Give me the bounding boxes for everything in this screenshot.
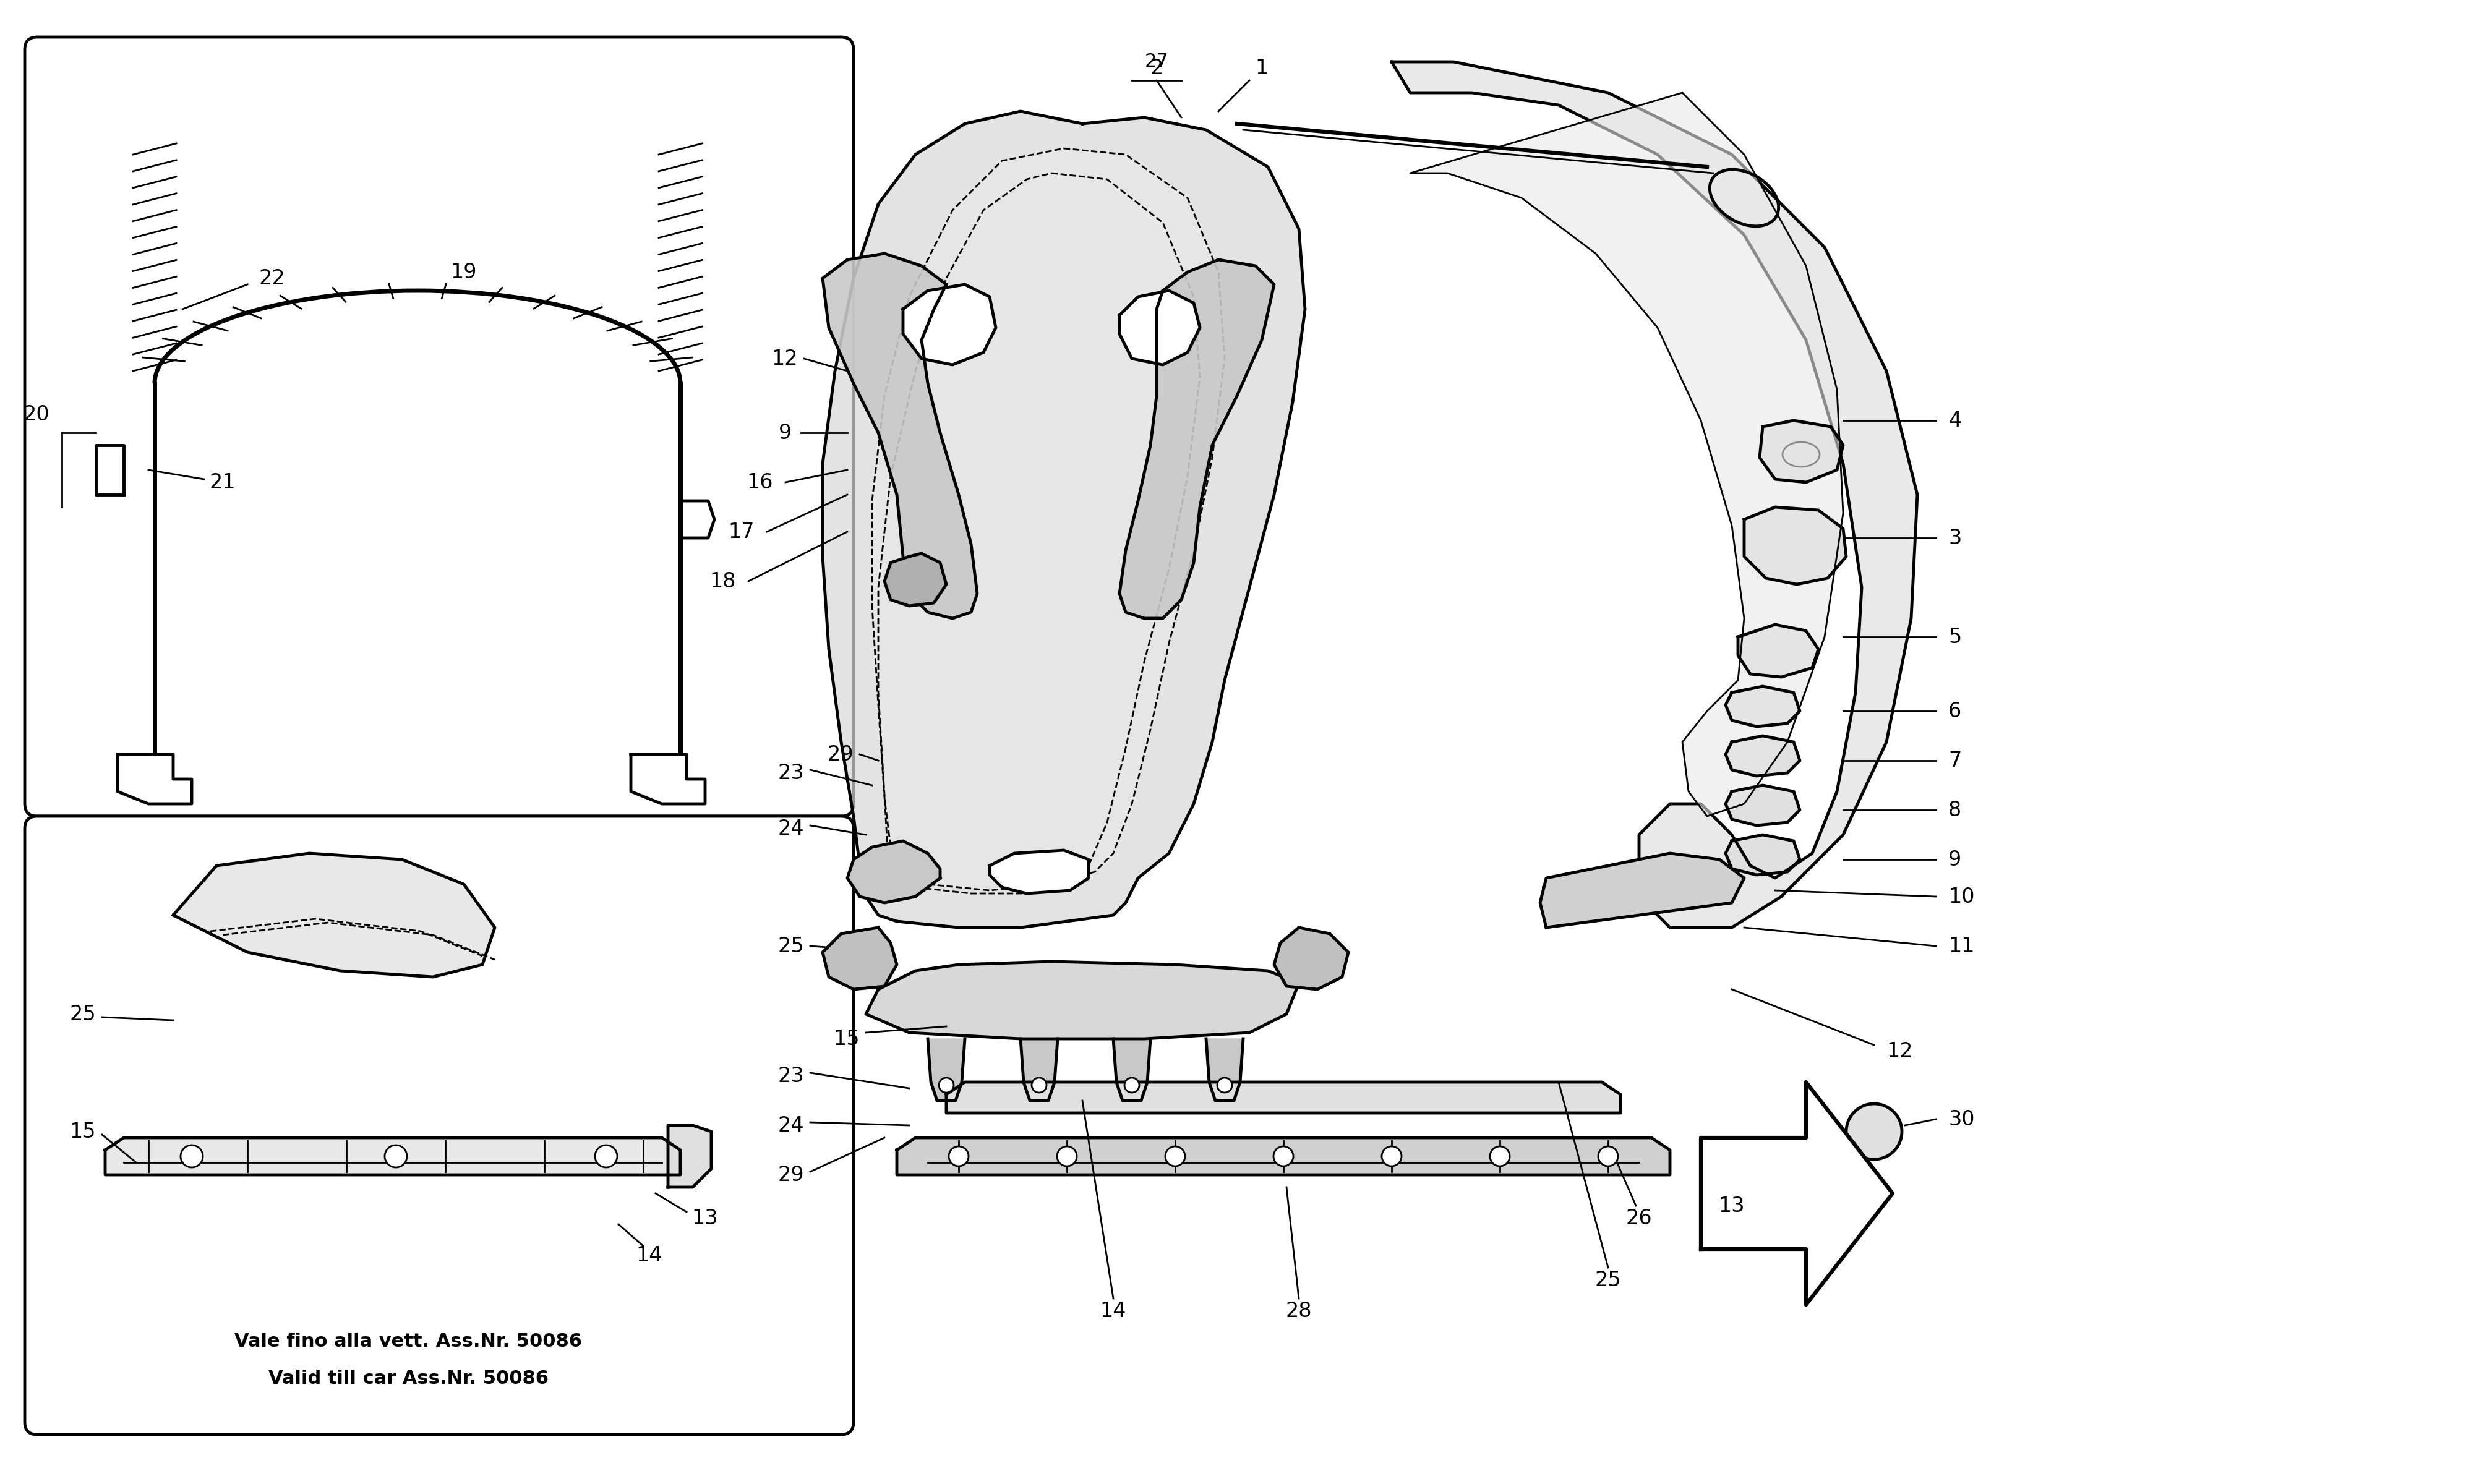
Text: 7: 7	[1950, 751, 1962, 770]
Circle shape	[386, 1146, 406, 1168]
Polygon shape	[871, 148, 1225, 890]
Polygon shape	[173, 853, 495, 976]
Circle shape	[1489, 1146, 1509, 1166]
Text: 14: 14	[636, 1245, 663, 1266]
Polygon shape	[1022, 1039, 1059, 1101]
Polygon shape	[1702, 1082, 1893, 1304]
Polygon shape	[1113, 1039, 1150, 1101]
Text: 4: 4	[1950, 410, 1962, 430]
Text: 14: 14	[1101, 1300, 1126, 1321]
Text: 5: 5	[1950, 626, 1962, 647]
Polygon shape	[1539, 853, 1744, 927]
Text: 2: 2	[1150, 58, 1163, 79]
FancyBboxPatch shape	[25, 816, 854, 1435]
Text: 12: 12	[1888, 1040, 1912, 1061]
Polygon shape	[1727, 834, 1801, 876]
Polygon shape	[119, 754, 193, 804]
Text: Vale fino alla vett. Ass.Nr. 50086: Vale fino alla vett. Ass.Nr. 50086	[235, 1333, 581, 1350]
Circle shape	[181, 1146, 203, 1168]
Text: 23: 23	[777, 763, 804, 784]
Text: 1: 1	[1254, 58, 1269, 79]
Text: 3: 3	[1950, 528, 1962, 548]
Text: 6: 6	[1950, 700, 1962, 721]
Text: 13: 13	[1719, 1196, 1744, 1215]
Polygon shape	[1118, 291, 1200, 365]
Text: 13: 13	[693, 1208, 717, 1229]
Circle shape	[1056, 1146, 1076, 1166]
Text: 24: 24	[777, 818, 804, 838]
Polygon shape	[886, 554, 945, 605]
Text: 21: 21	[210, 472, 235, 493]
Polygon shape	[903, 285, 995, 365]
Text: 25: 25	[1596, 1270, 1620, 1290]
Text: 27: 27	[1145, 53, 1168, 71]
Text: Valid till car Ass.Nr. 50086: Valid till car Ass.Nr. 50086	[267, 1370, 549, 1388]
Circle shape	[1598, 1146, 1618, 1166]
Polygon shape	[1727, 736, 1801, 776]
Polygon shape	[866, 962, 1299, 1039]
Text: 19: 19	[450, 261, 477, 282]
Circle shape	[1380, 1146, 1400, 1166]
Polygon shape	[896, 1138, 1670, 1175]
Text: 10: 10	[1950, 886, 1974, 907]
Polygon shape	[1727, 785, 1801, 825]
Text: 29: 29	[777, 1165, 804, 1186]
Polygon shape	[1390, 62, 1917, 927]
Text: 9: 9	[779, 423, 792, 444]
Circle shape	[1123, 1077, 1138, 1092]
Polygon shape	[1759, 420, 1843, 482]
Text: 17: 17	[727, 521, 755, 542]
Text: 15: 15	[69, 1122, 96, 1141]
Text: 23: 23	[777, 1066, 804, 1086]
Text: 18: 18	[710, 571, 737, 592]
Circle shape	[594, 1146, 618, 1168]
Text: 8: 8	[1950, 800, 1962, 821]
Circle shape	[1274, 1146, 1294, 1166]
Text: 28: 28	[1286, 1300, 1311, 1321]
Text: 25: 25	[69, 1003, 96, 1024]
Text: 30: 30	[1950, 1109, 1974, 1129]
Text: 12: 12	[772, 349, 797, 370]
Polygon shape	[668, 1125, 713, 1187]
Polygon shape	[990, 850, 1089, 893]
FancyBboxPatch shape	[25, 37, 854, 816]
Polygon shape	[1737, 625, 1818, 677]
Text: 15: 15	[834, 1028, 861, 1049]
Polygon shape	[821, 111, 1306, 927]
Polygon shape	[846, 841, 940, 902]
Polygon shape	[1727, 686, 1801, 727]
Text: 22: 22	[260, 269, 285, 288]
Polygon shape	[1118, 260, 1274, 619]
Text: 16: 16	[747, 472, 772, 493]
Polygon shape	[631, 754, 705, 804]
Circle shape	[940, 1077, 955, 1092]
Polygon shape	[1274, 927, 1348, 990]
Circle shape	[1846, 1104, 1903, 1159]
Text: 24: 24	[777, 1114, 804, 1135]
Polygon shape	[104, 1138, 680, 1175]
Polygon shape	[1410, 92, 1843, 816]
Polygon shape	[1744, 508, 1846, 585]
Polygon shape	[821, 927, 896, 990]
Polygon shape	[1207, 1039, 1244, 1101]
Text: 29: 29	[826, 743, 854, 764]
Circle shape	[1032, 1077, 1047, 1092]
Text: 26: 26	[1625, 1208, 1653, 1229]
Text: 25: 25	[777, 936, 804, 956]
Circle shape	[1165, 1146, 1185, 1166]
Text: 20: 20	[22, 404, 49, 424]
Polygon shape	[928, 1039, 965, 1101]
Polygon shape	[821, 254, 977, 619]
Text: 11: 11	[1950, 936, 1974, 956]
Polygon shape	[945, 1082, 1620, 1113]
Circle shape	[950, 1146, 970, 1166]
Circle shape	[1217, 1077, 1232, 1092]
Text: 9: 9	[1950, 849, 1962, 870]
